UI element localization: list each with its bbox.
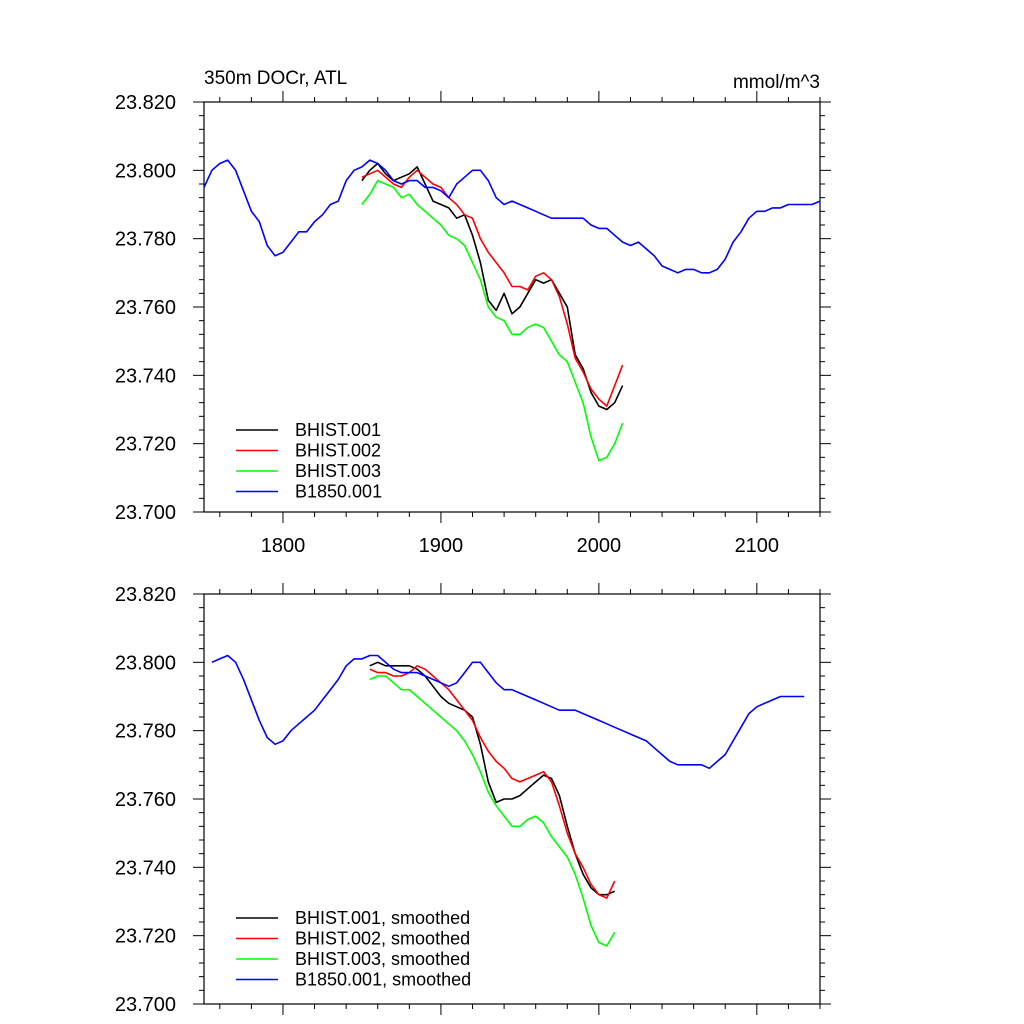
legend-label: BHIST.002, smoothed	[295, 929, 470, 949]
y-tick-label: 23.760	[115, 789, 176, 811]
x-tick-label: 2000	[577, 535, 622, 557]
legend-label: BHIST.001, smoothed	[295, 908, 470, 928]
y-tick-label: 23.820	[115, 584, 176, 606]
legend-label: B1850.001	[295, 482, 382, 502]
y-tick-label: 23.800	[115, 160, 176, 182]
y-tick-label: 23.800	[115, 652, 176, 674]
series-line-3	[203, 159, 821, 274]
chart-title: 350m DOCr, ATL	[204, 68, 347, 89]
series-line-2	[361, 179, 624, 462]
top-panel: 23.700 23.720 23.740 23.760 23.780 23.800 23.8…	[115, 68, 831, 557]
x-tick-label: 1800	[261, 535, 306, 557]
y-tick-label: 23.720	[115, 926, 176, 948]
legend-label: BHIST.002	[295, 441, 381, 461]
y-tick-label: 23.720	[115, 434, 176, 456]
bottom-panel: 23.700 23.720 23.740 23.760 23.780 23.800 23.8…	[115, 583, 831, 1016]
y-tick-label: 23.820	[115, 92, 176, 114]
y-tick-label: 23.760	[115, 297, 176, 319]
units-label: mmol/m^3	[733, 72, 820, 93]
y-tick-label: 23.740	[115, 857, 176, 879]
series-line-3	[211, 654, 805, 770]
y-tick-label: 23.700	[115, 994, 176, 1016]
legend-label: B1850.001, smoothed	[295, 970, 471, 990]
y-tick-label: 23.780	[115, 229, 176, 251]
y-tick-label: 23.740	[115, 365, 176, 387]
x-tick-label: 2100	[735, 535, 780, 557]
y-tick-label: 23.780	[115, 721, 176, 743]
series-line-2	[369, 675, 616, 947]
x-tick-label: 1900	[419, 535, 464, 557]
legend-label: BHIST.003, smoothed	[295, 949, 470, 969]
y-tick-label: 23.700	[115, 502, 176, 524]
legend-label: BHIST.001	[295, 420, 381, 440]
series-line-0	[361, 162, 624, 411]
legend-label: BHIST.003	[295, 461, 381, 481]
series-line-1	[369, 665, 616, 899]
